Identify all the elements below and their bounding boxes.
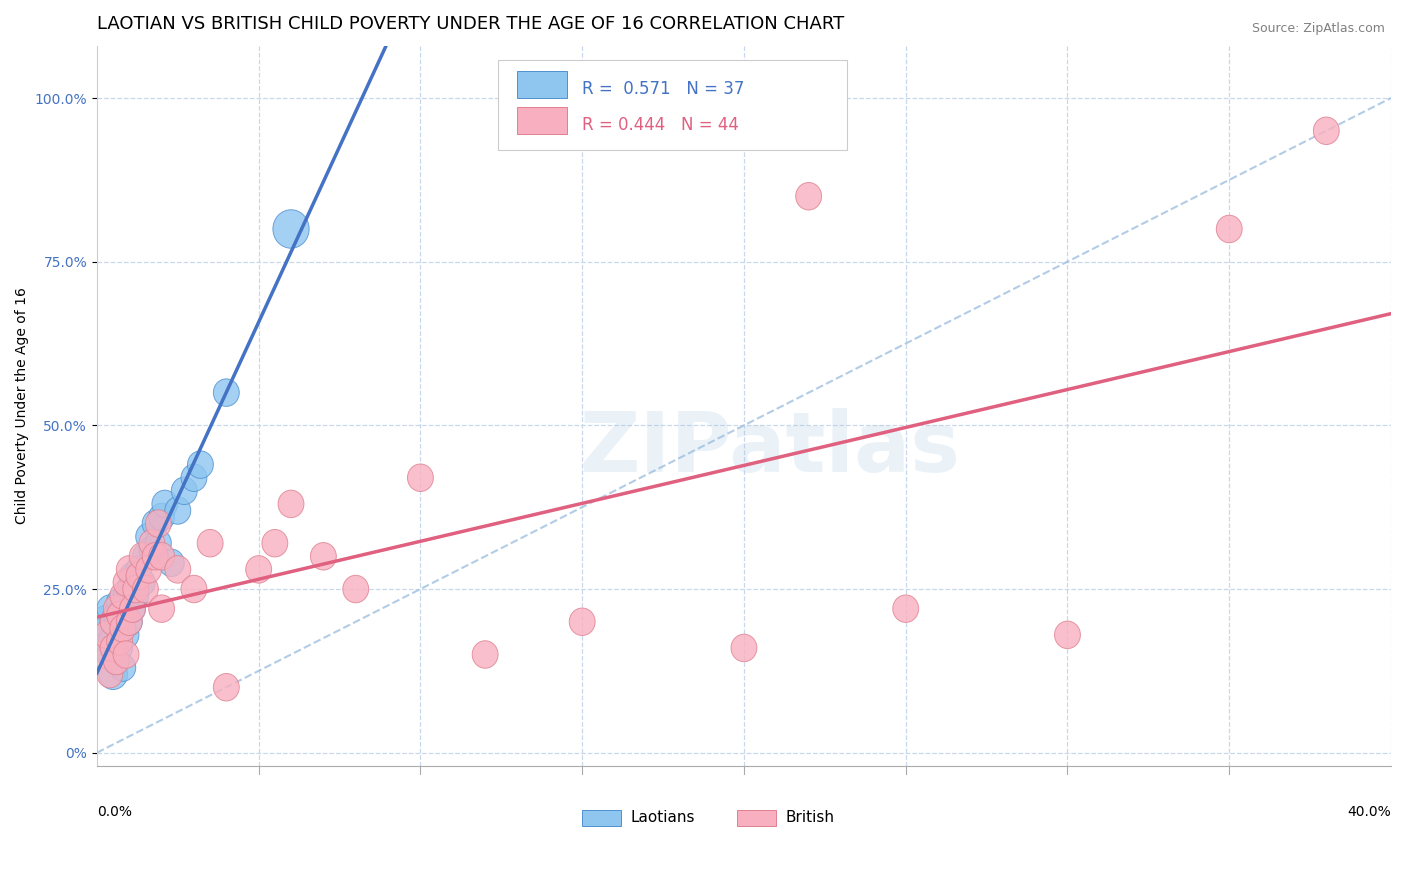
Ellipse shape <box>132 575 159 603</box>
FancyBboxPatch shape <box>517 70 567 98</box>
Ellipse shape <box>472 640 498 668</box>
Ellipse shape <box>569 608 595 635</box>
Ellipse shape <box>110 582 136 609</box>
Ellipse shape <box>120 562 145 590</box>
Ellipse shape <box>97 660 122 688</box>
Ellipse shape <box>149 542 174 570</box>
Ellipse shape <box>273 210 309 248</box>
Ellipse shape <box>139 536 165 564</box>
Text: British: British <box>786 810 834 825</box>
Ellipse shape <box>87 618 120 651</box>
Ellipse shape <box>110 595 136 623</box>
Ellipse shape <box>104 648 129 674</box>
Y-axis label: Child Poverty Under the Age of 16: Child Poverty Under the Age of 16 <box>15 287 30 524</box>
Ellipse shape <box>197 530 224 557</box>
Ellipse shape <box>187 450 214 478</box>
Ellipse shape <box>142 510 169 537</box>
Ellipse shape <box>181 464 207 491</box>
Ellipse shape <box>107 628 132 655</box>
Ellipse shape <box>98 626 128 657</box>
Ellipse shape <box>172 477 197 505</box>
Ellipse shape <box>152 491 177 517</box>
Ellipse shape <box>139 530 165 557</box>
Ellipse shape <box>159 549 184 576</box>
Ellipse shape <box>1216 215 1241 243</box>
Text: LAOTIAN VS BRITISH CHILD POVERTY UNDER THE AGE OF 16 CORRELATION CHART: LAOTIAN VS BRITISH CHILD POVERTY UNDER T… <box>97 15 844 33</box>
Ellipse shape <box>149 595 174 623</box>
Ellipse shape <box>214 379 239 407</box>
Text: Source: ZipAtlas.com: Source: ZipAtlas.com <box>1251 22 1385 36</box>
Ellipse shape <box>98 658 128 690</box>
Ellipse shape <box>246 556 271 583</box>
Ellipse shape <box>94 621 120 648</box>
Ellipse shape <box>149 503 174 531</box>
Ellipse shape <box>142 542 169 570</box>
Ellipse shape <box>343 575 368 603</box>
Ellipse shape <box>100 608 127 635</box>
Ellipse shape <box>165 556 191 583</box>
Ellipse shape <box>1054 621 1080 648</box>
Ellipse shape <box>129 569 155 596</box>
Ellipse shape <box>893 595 918 623</box>
Ellipse shape <box>120 595 145 623</box>
Ellipse shape <box>122 575 149 603</box>
Text: ZIPatlas: ZIPatlas <box>579 409 960 490</box>
FancyBboxPatch shape <box>582 811 621 826</box>
Ellipse shape <box>107 615 132 642</box>
Ellipse shape <box>120 595 145 623</box>
Ellipse shape <box>278 491 304 517</box>
Ellipse shape <box>104 601 129 629</box>
Ellipse shape <box>132 542 159 570</box>
Ellipse shape <box>91 606 122 639</box>
Ellipse shape <box>100 634 127 662</box>
Ellipse shape <box>1313 117 1340 145</box>
Ellipse shape <box>731 634 756 662</box>
FancyBboxPatch shape <box>498 60 848 150</box>
Ellipse shape <box>165 497 191 524</box>
Ellipse shape <box>311 542 336 570</box>
Ellipse shape <box>107 601 132 629</box>
Ellipse shape <box>112 582 139 609</box>
Ellipse shape <box>117 575 142 603</box>
Ellipse shape <box>122 582 149 609</box>
Ellipse shape <box>107 589 132 615</box>
Ellipse shape <box>127 562 152 590</box>
Ellipse shape <box>117 608 142 635</box>
Ellipse shape <box>796 183 821 210</box>
Ellipse shape <box>145 530 172 557</box>
Ellipse shape <box>112 640 139 668</box>
Ellipse shape <box>104 648 129 674</box>
Ellipse shape <box>90 640 117 668</box>
Ellipse shape <box>110 654 136 681</box>
Ellipse shape <box>97 640 122 668</box>
Text: 40.0%: 40.0% <box>1347 805 1391 820</box>
Ellipse shape <box>129 542 155 570</box>
Ellipse shape <box>107 634 132 662</box>
Ellipse shape <box>110 615 136 642</box>
Text: R =  0.571   N = 37: R = 0.571 N = 37 <box>582 79 745 97</box>
Ellipse shape <box>117 608 142 635</box>
Ellipse shape <box>117 556 142 583</box>
Ellipse shape <box>112 569 139 596</box>
Ellipse shape <box>408 464 433 491</box>
Ellipse shape <box>136 556 162 583</box>
Text: R = 0.444   N = 44: R = 0.444 N = 44 <box>582 116 740 134</box>
Ellipse shape <box>145 510 172 537</box>
Ellipse shape <box>97 595 122 623</box>
Ellipse shape <box>136 523 162 550</box>
Ellipse shape <box>181 575 207 603</box>
FancyBboxPatch shape <box>738 811 776 826</box>
Ellipse shape <box>262 530 288 557</box>
Ellipse shape <box>214 673 239 701</box>
Text: 0.0%: 0.0% <box>97 805 132 820</box>
FancyBboxPatch shape <box>517 107 567 134</box>
Ellipse shape <box>100 608 127 635</box>
Ellipse shape <box>104 595 129 623</box>
Ellipse shape <box>112 621 139 648</box>
Ellipse shape <box>127 556 152 583</box>
Text: Laotians: Laotians <box>630 810 695 825</box>
